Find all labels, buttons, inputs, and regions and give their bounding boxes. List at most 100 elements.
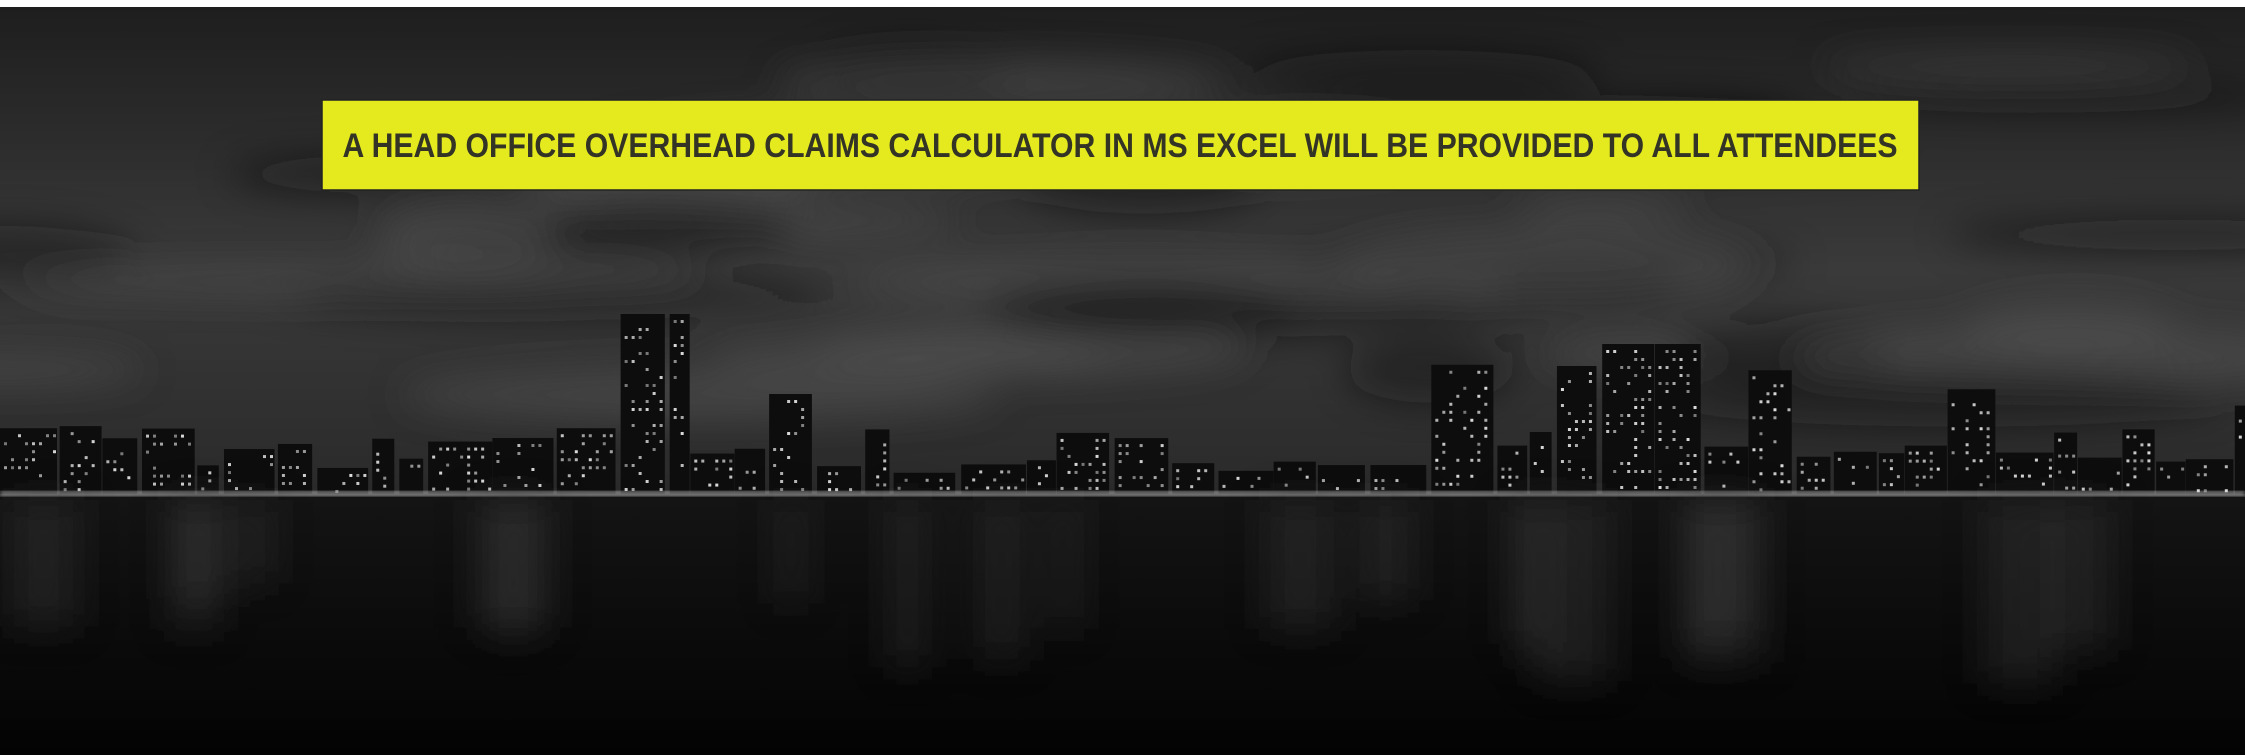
window-light — [1666, 390, 1669, 393]
window-light — [1659, 422, 1662, 425]
window-light — [1463, 387, 1466, 390]
window-light — [1176, 477, 1179, 480]
window-light — [632, 360, 635, 363]
window-light — [1096, 455, 1099, 458]
window-light — [1620, 366, 1623, 369]
window-light — [1694, 478, 1697, 481]
window-light — [188, 443, 191, 446]
window-light — [467, 448, 470, 451]
window-light — [208, 471, 211, 474]
window-light — [18, 466, 21, 469]
window-light — [481, 448, 484, 451]
window-light — [1606, 382, 1609, 385]
window-light — [674, 416, 677, 419]
window-light — [1007, 470, 1010, 473]
window-light — [876, 483, 879, 486]
window-light — [85, 472, 88, 475]
window-light — [1096, 447, 1099, 450]
window-light — [1568, 428, 1571, 431]
window-light — [1508, 476, 1511, 479]
window-light — [181, 475, 184, 478]
window-light — [1808, 479, 1811, 482]
window-light — [342, 482, 345, 485]
window-light — [92, 440, 95, 443]
window-light — [715, 484, 718, 487]
window-light — [596, 450, 599, 453]
window-light — [2126, 483, 2129, 486]
window-light — [1822, 479, 1825, 482]
window-light — [883, 451, 886, 454]
window-light — [1613, 350, 1616, 353]
window-light — [146, 435, 149, 438]
window-light — [517, 452, 520, 455]
window-light — [646, 400, 649, 403]
building — [557, 428, 616, 494]
window-light — [2204, 465, 2207, 468]
cloud — [355, 259, 704, 283]
window-light — [1147, 484, 1150, 487]
window-light — [575, 450, 578, 453]
window-light — [1687, 478, 1690, 481]
window-light — [715, 460, 718, 463]
window-light — [1541, 470, 1544, 473]
window-light — [1068, 471, 1071, 474]
window-light — [1484, 419, 1487, 422]
window-light — [794, 480, 797, 483]
window-light — [1435, 483, 1438, 486]
window-light — [653, 424, 656, 427]
window-light — [1119, 444, 1122, 447]
window-light — [1442, 411, 1445, 414]
cloud — [1644, 368, 2224, 426]
window-light — [106, 460, 109, 463]
window-light — [575, 458, 578, 461]
window-light — [1575, 444, 1578, 447]
window-light — [1606, 430, 1609, 433]
window-light — [78, 464, 81, 467]
window-light — [92, 464, 95, 467]
window-light — [1075, 463, 1078, 466]
window-light — [1641, 422, 1644, 425]
window-light — [1966, 451, 1969, 454]
window-light — [1568, 380, 1571, 383]
window-light — [1442, 443, 1445, 446]
window-light — [2133, 467, 2136, 470]
window-light — [228, 463, 231, 466]
window-light — [660, 424, 663, 427]
window-light — [1278, 468, 1281, 471]
building — [670, 314, 690, 494]
window-light — [303, 474, 306, 477]
window-light — [1930, 476, 1933, 479]
window-light — [801, 488, 804, 491]
window-light — [1021, 478, 1024, 481]
window-light — [1666, 446, 1669, 449]
window-light — [681, 344, 684, 347]
window-light — [160, 483, 163, 486]
window-light — [2072, 455, 2075, 458]
window-light — [1582, 476, 1585, 479]
window-light — [660, 400, 663, 403]
window-light — [460, 456, 463, 459]
window-light — [582, 442, 585, 445]
window-light — [2072, 471, 2075, 474]
reflection — [1537, 500, 1612, 681]
building — [817, 466, 861, 494]
window-light — [25, 442, 28, 445]
window-light — [249, 487, 252, 490]
window-light — [1641, 430, 1644, 433]
window-light — [153, 475, 156, 478]
window-light — [653, 432, 656, 435]
window-light — [1801, 487, 1804, 490]
window-light — [787, 432, 790, 435]
window-light — [1838, 458, 1841, 461]
window-light — [646, 368, 649, 371]
window-light — [639, 336, 642, 339]
window-light — [1176, 485, 1179, 488]
window-light — [1694, 486, 1697, 489]
window-light — [646, 480, 649, 483]
window-light — [1680, 374, 1683, 377]
window-light — [1659, 406, 1662, 409]
window-light — [474, 472, 477, 475]
window-light — [538, 444, 541, 447]
window-light — [1759, 448, 1762, 451]
window-light — [1197, 469, 1200, 472]
